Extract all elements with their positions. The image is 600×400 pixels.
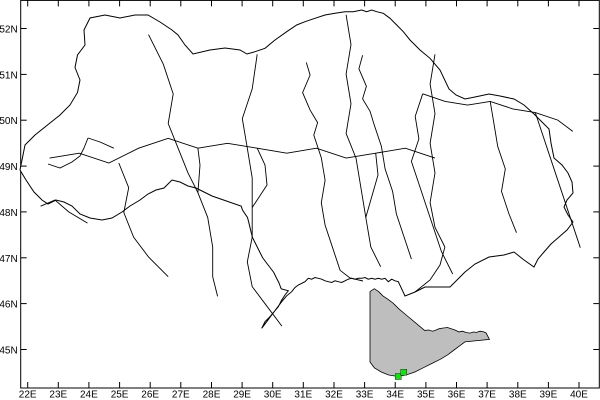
svg-text:51N: 51N (0, 70, 18, 81)
svg-text:29E: 29E (233, 390, 251, 400)
svg-text:28E: 28E (203, 390, 221, 400)
svg-text:45N: 45N (0, 346, 18, 357)
svg-text:49N: 49N (0, 162, 18, 173)
svg-text:25E: 25E (111, 390, 129, 400)
svg-text:50N: 50N (0, 116, 18, 127)
svg-text:40E: 40E (570, 390, 588, 400)
svg-text:48N: 48N (0, 208, 18, 219)
svg-text:39E: 39E (540, 390, 558, 400)
svg-text:26E: 26E (141, 390, 159, 400)
svg-text:37E: 37E (478, 390, 496, 400)
svg-text:32E: 32E (325, 390, 343, 400)
svg-text:24E: 24E (80, 390, 98, 400)
svg-text:34E: 34E (386, 390, 404, 400)
svg-text:36E: 36E (448, 390, 466, 400)
svg-text:23E: 23E (49, 390, 67, 400)
svg-text:31E: 31E (294, 390, 312, 400)
svg-text:47N: 47N (0, 254, 18, 265)
svg-text:22E: 22E (19, 390, 37, 400)
svg-text:46N: 46N (0, 300, 18, 311)
svg-text:33E: 33E (356, 390, 374, 400)
svg-text:52N: 52N (0, 25, 18, 36)
svg-text:38E: 38E (509, 390, 527, 400)
svg-text:27E: 27E (172, 390, 190, 400)
svg-text:35E: 35E (417, 390, 435, 400)
svg-text:30E: 30E (264, 390, 282, 400)
